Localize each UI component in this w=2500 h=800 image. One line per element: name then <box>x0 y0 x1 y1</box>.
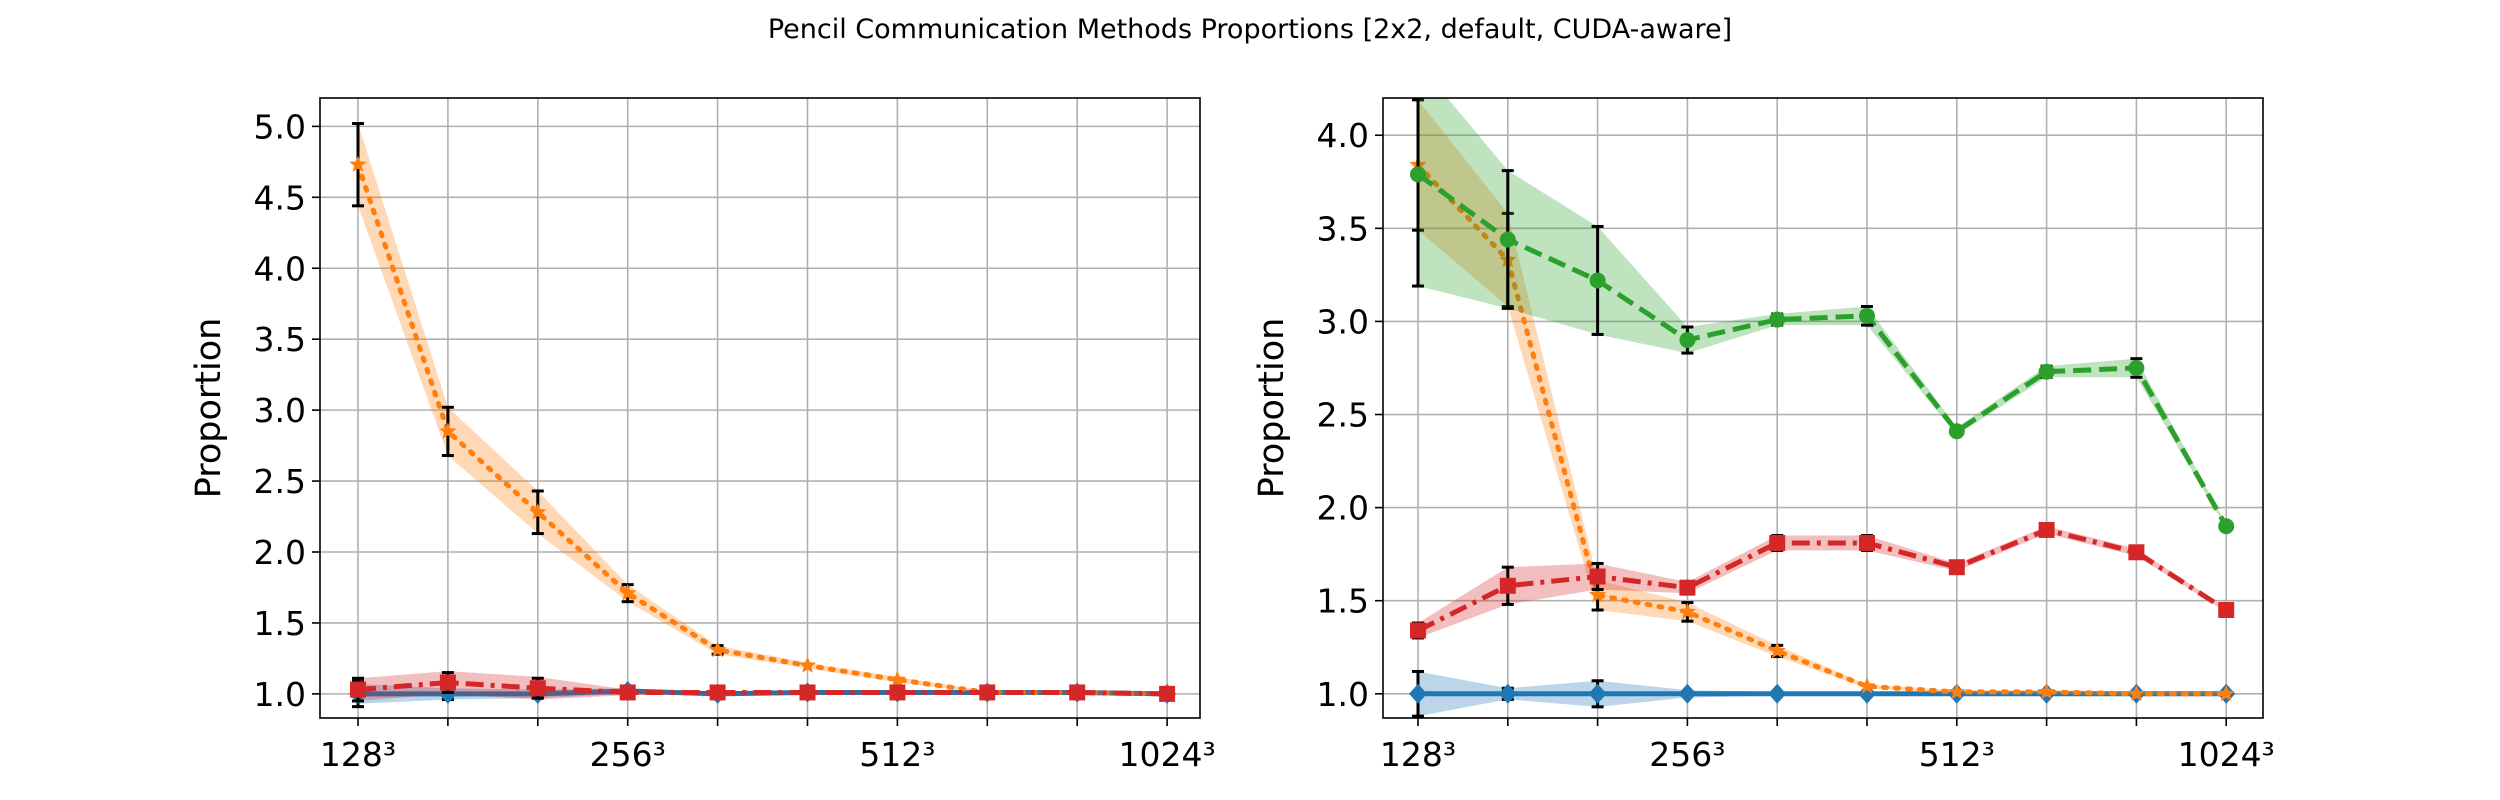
x-tick-label: 128³ <box>1380 735 1456 774</box>
y-axis-label: Proportion <box>189 318 229 499</box>
confidence-band <box>358 671 1168 701</box>
x-tick-label: 512³ <box>1919 735 1995 774</box>
y-tick-label: 4.5 <box>254 178 306 217</box>
axes-frame <box>319 97 1201 719</box>
data-point <box>1859 307 1875 324</box>
plot-area <box>349 122 1177 709</box>
data-point <box>350 681 366 698</box>
data-point <box>1768 683 1787 704</box>
data-point <box>888 670 906 687</box>
data-point <box>1679 332 1696 349</box>
left-chart-panel: 1.0 1.5 2.0 2.5 3.0 3.5 4.0 4.5 5.0 128³ 256³ 512³ 1… <box>189 97 1216 774</box>
data-point <box>1589 272 1606 289</box>
x-tick-label: 128³ <box>320 735 396 774</box>
y-tick-label: 2.0 <box>254 533 306 572</box>
series-line <box>355 162 1170 697</box>
data-point <box>799 684 816 701</box>
series-line <box>1415 162 2229 697</box>
data-point <box>1948 423 1965 440</box>
data-point <box>2127 684 2145 702</box>
data-point <box>1678 683 1697 704</box>
data-point <box>1769 311 1786 328</box>
series-line <box>357 680 1168 697</box>
data-point <box>798 656 817 673</box>
y-tick-label: 4.0 <box>1317 116 1369 155</box>
y-tick-label: 1.0 <box>1317 675 1369 714</box>
y-tick-label: 3.0 <box>1317 302 1369 341</box>
data-point <box>1948 682 1966 700</box>
axes-frame <box>1382 97 2264 719</box>
data-point <box>2128 544 2145 561</box>
series-2 <box>1410 98 2235 535</box>
x-tick-label: 1024³ <box>1118 735 1215 774</box>
x-tick-label: 256³ <box>590 735 666 774</box>
y-tick-label: 1.5 <box>254 604 306 643</box>
x-tick-label: 1024³ <box>2178 735 2275 774</box>
right-chart-panel: 1.0 1.5 2.0 2.5 3.0 3.5 4.0 128³ 256³ 512³ 1024³ Pr… <box>1252 97 2275 774</box>
data-point <box>1588 683 1607 704</box>
y-tick-label: 1.0 <box>254 675 306 714</box>
y-tick-label: 2.5 <box>254 462 306 501</box>
data-point <box>1499 577 1516 594</box>
data-point <box>2218 602 2235 619</box>
data-point <box>1859 534 1875 551</box>
data-point <box>1768 642 1786 659</box>
series-line <box>1416 172 2229 528</box>
data-point <box>1159 685 1176 702</box>
data-point <box>709 640 727 658</box>
data-point <box>2038 682 2056 700</box>
data-point <box>1410 166 1426 183</box>
data-point <box>2038 521 2055 538</box>
data-point <box>1069 684 1086 701</box>
data-point <box>2038 363 2055 380</box>
confidence-band <box>1418 99 2227 696</box>
data-point <box>1948 559 1965 576</box>
data-point <box>529 680 546 697</box>
y-tick-label: 2.5 <box>1317 396 1369 435</box>
series-3 <box>1410 521 2235 640</box>
data-point <box>529 503 547 520</box>
y-tick-label: 1.5 <box>1317 582 1369 621</box>
data-point <box>349 155 367 172</box>
x-tick-label: 512³ <box>859 735 935 774</box>
x-tick-label: 256³ <box>1649 735 1725 774</box>
data-point <box>709 684 726 701</box>
y-tick-label: 3.5 <box>254 320 306 359</box>
data-point <box>1858 677 1876 694</box>
data-point <box>889 684 906 701</box>
plot-area <box>1409 98 2236 718</box>
data-point <box>1410 622 1426 639</box>
y-tick-label: 2.0 <box>1317 489 1369 528</box>
data-point <box>619 684 636 701</box>
confidence-band <box>1418 98 2227 529</box>
data-point <box>2218 518 2235 535</box>
data-point <box>2217 684 2235 702</box>
y-tick-label: 4.0 <box>254 249 306 288</box>
data-point <box>1769 534 1786 551</box>
data-point <box>1409 683 1427 704</box>
data-point <box>1498 683 1517 704</box>
figure-title: Pencil Communication Methods Proportions… <box>768 14 1732 45</box>
data-point <box>1678 602 1696 620</box>
series-1 <box>349 122 1176 702</box>
y-axis-label: Proportion <box>1252 318 1292 499</box>
data-point <box>439 674 456 691</box>
data-point <box>2128 359 2145 376</box>
data-point <box>1679 579 1696 596</box>
data-point <box>619 584 637 601</box>
y-tick-label: 3.5 <box>1317 209 1369 248</box>
data-point <box>439 422 457 439</box>
y-tick-label: 3.0 <box>254 391 306 430</box>
y-tick-label: 5.0 <box>254 107 306 146</box>
data-point <box>1589 568 1606 585</box>
series-2 <box>350 671 1176 703</box>
confidence-band <box>1418 526 2227 638</box>
data-point <box>979 684 996 701</box>
data-point <box>1499 231 1516 248</box>
series-line <box>1416 527 2228 633</box>
data-point <box>1589 586 1607 603</box>
